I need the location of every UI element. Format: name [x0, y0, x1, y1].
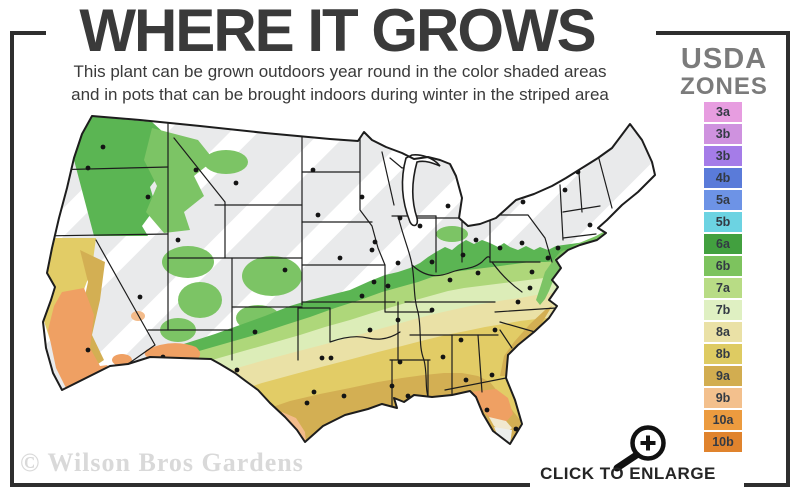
subtitle-line-1: This plant can be grown outdoors year ro… — [73, 62, 607, 81]
click-to-enlarge-button[interactable]: CLICK TO ENLARGE — [540, 464, 716, 483]
legend-title-zones: ZONES — [680, 73, 768, 100]
legend-zone-5b: 5b — [704, 212, 742, 232]
legend-zone-10b: 10b — [704, 432, 742, 452]
zone-blob-mi — [436, 226, 468, 242]
legend-zone-9a: 9a — [704, 366, 742, 386]
legend-title-usda: USDA — [680, 43, 768, 75]
legend-zone-6a: 6a — [704, 234, 742, 254]
legend-zone-8b: 8b — [704, 344, 742, 364]
page-subtitle: This plant can be grown outdoors year ro… — [14, 60, 666, 106]
frame-right — [786, 31, 790, 487]
frame-bottom-right — [744, 483, 790, 487]
watermark: © Wilson Bros Gardens — [20, 448, 304, 477]
us-outline — [42, 115, 656, 445]
magnifier-zoom-icon[interactable] — [608, 420, 678, 478]
zone-ca-valley-orange — [48, 288, 108, 388]
zone-yuma-orange — [112, 354, 132, 366]
legend-zone-7b: 7b — [704, 300, 742, 320]
legend-zone-3b: 3b — [704, 146, 742, 166]
frame-left — [10, 31, 14, 487]
city-dots — [47, 144, 593, 432]
legend-zone-7a: 7a — [704, 278, 742, 298]
legend-title: USDA ZONES — [658, 44, 790, 99]
zone-blob-id — [162, 246, 214, 278]
zone-blob-ut — [178, 282, 222, 318]
legend-zone-3a: 3a — [704, 102, 742, 122]
frame-bottom-left — [10, 483, 530, 487]
legend-zone-6b: 6b — [704, 256, 742, 276]
legend-zone-list: 3a 3b 3b 4b 5a 5b 6a 6b 7a 7b 8a 8b 9a 9b 10a 10b — [704, 102, 742, 454]
legend-zone-8a: 8a — [704, 322, 742, 342]
zone-region-pnw — [74, 116, 164, 236]
lake-michigan — [401, 154, 441, 227]
frame-legend-top — [656, 31, 790, 35]
legend-zone-3b: 3b — [704, 124, 742, 144]
legend-zone-5a: 5a — [704, 190, 742, 210]
zone-central-florida — [470, 389, 513, 423]
page-title: WHERE IT GROWS — [79, 0, 596, 64]
zone-blob-mt — [204, 150, 248, 174]
zone-blob-co — [242, 256, 302, 296]
zone-region-inland-nw — [144, 128, 214, 233]
legend-zone-10a: 10a — [704, 410, 742, 430]
frame-top-left — [10, 31, 46, 35]
zone-vegas-peach — [131, 311, 145, 321]
subtitle-line-2: and in pots that can be brought indoors … — [71, 85, 609, 104]
legend-zone-9b: 9b — [704, 388, 742, 408]
legend-zone-4b: 4b — [704, 168, 742, 188]
state-borders — [43, 121, 613, 409]
zone-south-florida — [494, 427, 512, 444]
